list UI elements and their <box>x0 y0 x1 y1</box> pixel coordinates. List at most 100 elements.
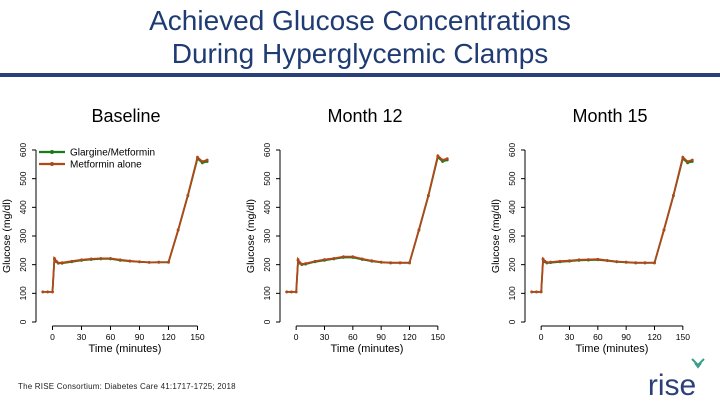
rise-logo-text: rise <box>648 369 696 400</box>
series-point-1 <box>138 260 141 264</box>
x-tick-label: 60 <box>348 332 358 342</box>
series-point-1 <box>541 257 545 261</box>
x-tick-label: 0 <box>539 332 544 342</box>
series-line-1 <box>531 155 693 293</box>
series-point-1 <box>53 256 56 260</box>
series-point-1 <box>662 228 666 232</box>
legend-marker-0 <box>50 150 54 154</box>
series-point-1 <box>596 257 600 261</box>
series-point-1 <box>332 256 336 260</box>
series-point-1 <box>205 158 209 162</box>
legend-label-1: Metformin alone <box>70 160 142 171</box>
series-point-1 <box>341 255 345 259</box>
x-tick-label: 90 <box>621 332 631 342</box>
series-point-1 <box>681 155 685 159</box>
series-point-1 <box>441 158 444 162</box>
x-tick-label: 90 <box>376 332 386 342</box>
y-axis-label: Glucose (mg/dl) <box>245 199 257 273</box>
series-point-1 <box>109 256 112 260</box>
series-point-1 <box>147 260 151 264</box>
series-point-1 <box>671 193 675 197</box>
series-point-1 <box>296 258 300 261</box>
series-point-1 <box>558 259 562 263</box>
rise-logo: rise <box>648 358 705 400</box>
y-axis-label: Glucose (mg/dl) <box>490 199 502 273</box>
x-tick-label: 30 <box>320 332 330 342</box>
series-point-1 <box>549 260 553 264</box>
series-point-1 <box>56 261 60 265</box>
series-point-1 <box>294 290 298 294</box>
y-tick-label: 0 <box>262 319 272 324</box>
series-point-1 <box>408 261 411 265</box>
series-line-0 <box>531 156 693 293</box>
series-point-1 <box>568 259 571 263</box>
series-point-1 <box>398 261 402 265</box>
x-tick-label: 0 <box>50 332 55 342</box>
series-point-1 <box>545 260 549 264</box>
series-point-1 <box>60 261 64 265</box>
series-line-0 <box>42 156 208 293</box>
slide-title-line-1: Achieved Glucose Concentrations <box>149 5 571 36</box>
y-tick-label: 300 <box>262 229 272 243</box>
y-tick-label: 400 <box>18 200 28 214</box>
series-point-1 <box>46 290 50 294</box>
legend-marker-1 <box>50 162 54 166</box>
series-point-1 <box>313 259 317 263</box>
chart-panel-1: 0 100 200 300 400 500 600 Glucose (mg/dl) 0 30 60 9… <box>245 143 449 355</box>
series-point-1 <box>634 261 638 265</box>
series-point-1 <box>41 290 45 294</box>
series-point-1 <box>118 258 122 262</box>
y-tick-label: 0 <box>507 319 517 324</box>
series-point-1 <box>539 290 543 294</box>
series-point-1 <box>186 193 190 197</box>
panel-title-month-12: Month 12 <box>327 106 403 126</box>
series-point-1 <box>70 259 74 263</box>
series-point-1 <box>54 259 58 263</box>
series-point-1 <box>370 259 374 263</box>
series-point-1 <box>615 260 619 263</box>
x-tick-label: 120 <box>161 332 175 342</box>
y-tick-label: 500 <box>18 171 28 185</box>
series-point-1 <box>351 255 355 259</box>
y-tick-label: 200 <box>18 257 28 271</box>
series-point-1 <box>379 260 383 264</box>
series-point-1 <box>128 259 132 263</box>
series-point-1 <box>577 258 581 262</box>
series-point-1 <box>300 262 304 266</box>
x-tick-label: 90 <box>135 332 145 342</box>
series-point-1 <box>436 154 440 158</box>
slide-title: Achieved Glucose Concentrations During H… <box>0 4 720 70</box>
series-point-1 <box>686 160 689 163</box>
series-point-1 <box>323 258 326 261</box>
series-point-1 <box>290 290 293 294</box>
series-point-1 <box>304 262 308 265</box>
series-point-1 <box>417 228 421 232</box>
y-tick-label: 500 <box>507 171 517 185</box>
series-point-1 <box>605 258 609 262</box>
y-tick-label: 300 <box>507 229 517 243</box>
x-tick-label: 30 <box>77 332 87 342</box>
x-axis-label: Time (minutes) <box>331 343 404 355</box>
series-line-0 <box>286 155 448 293</box>
series-point-1 <box>643 261 647 265</box>
series-point-1 <box>360 257 364 261</box>
series-point-1 <box>653 261 656 265</box>
panel-title-month-15: Month 15 <box>572 106 648 126</box>
x-axis-label: Time (minutes) <box>89 343 162 355</box>
series-line-1 <box>286 154 448 293</box>
y-tick-label: 100 <box>18 286 28 300</box>
y-tick-label: 300 <box>18 229 28 243</box>
title-divider <box>0 73 720 77</box>
series-point-1 <box>80 258 83 262</box>
chart-panel-2: 0 100 200 300 400 500 600 Glucose (mg/dl) 0 30 60 9… <box>490 143 694 355</box>
series-point-1 <box>586 258 590 261</box>
x-tick-label: 120 <box>647 332 661 342</box>
y-tick-label: 600 <box>262 143 272 157</box>
series-line-1 <box>42 155 208 293</box>
y-axis-label: Glucose (mg/dl) <box>1 199 13 273</box>
y-tick-label: 400 <box>262 200 272 214</box>
series-point-1 <box>157 260 161 264</box>
x-tick-label: 0 <box>294 332 299 342</box>
series-point-1 <box>200 160 204 163</box>
series-point-1 <box>51 290 54 294</box>
